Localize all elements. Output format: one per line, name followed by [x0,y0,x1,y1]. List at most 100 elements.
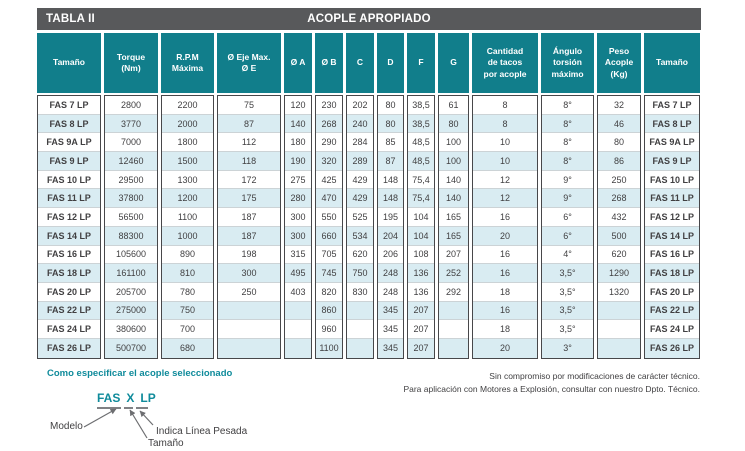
table-cell: 425 [316,171,342,190]
table-cell: FAS 24 LP [645,320,699,339]
table-cell: 680 [162,338,213,358]
table-cell: 187 [218,226,280,246]
table-cell: 300 [218,264,280,283]
label-indica-linea-pesada: Indica Línea Pesada [156,426,248,437]
table-cell: 207 [408,338,434,358]
table-cell: 20 [473,338,537,358]
table-cell [218,320,280,339]
table-cell: 75,4 [408,189,434,209]
table-cell: 140 [439,171,468,190]
table-cell: 87 [378,152,403,171]
table-cell: 190 [285,152,311,171]
table-cell: 705 [316,246,342,265]
table-cell: 105600 [105,246,157,265]
table-cell [285,320,311,339]
table-cell: 250 [598,171,640,190]
column-header: Ø B [315,33,343,93]
table-column: Ø Eje Max. Ø E 75 87 112 118 172 175 187 187 198 3… [217,33,281,359]
column-cells: 2800 3770 7000 12460 29500 37800 56500 88300 105… [104,95,158,359]
table-cell: 1200 [162,189,213,209]
table-cell: 61 [439,96,468,115]
column-cells: FAS 7 LP FAS 8 LP FAS 9A LP FAS 9 LP FAS 10 … [37,95,101,359]
table-cell: 32 [598,96,640,115]
table-cell: 470 [316,189,342,209]
code-line: LP [140,391,156,405]
table-cell: 140 [285,114,311,134]
column-cells: 75 87 112 118 172 175 187 187 198 300 250 [217,95,281,359]
table-cell: 100 [439,133,468,153]
table-cell: 620 [347,246,373,265]
column-cells: 80 80 85 87 148 148 195 204 206 248 248 345 345 345 [377,95,404,359]
table-cell: 810 [162,264,213,283]
table-number-label: TABLA II [46,13,95,25]
table-cell: 6° [542,226,593,246]
table-cell: FAS 9A LP [645,133,699,153]
table-cell: 315 [285,246,311,265]
table-cell: 345 [378,301,403,321]
column-header: D [377,33,404,93]
table-cell: FAS 24 LP [38,320,100,339]
label-tamano: Tamaño [148,438,184,449]
table-cell: 120 [285,96,311,115]
table-cell: FAS 18 LP [38,264,100,283]
table-cell: 104 [408,226,434,246]
table-cell: 20 [473,226,537,246]
column-cells: 32 46 80 86 250 268 432 500 620 1290 1320 [597,95,641,359]
table-cell: 2000 [162,114,213,134]
table-cell: 207 [408,301,434,321]
table-cell: 280 [285,189,311,209]
table-cell [598,301,640,321]
table-cell: 88300 [105,226,157,246]
column-cells: 230 268 290 320 425 470 550 660 705 745 820 860 960 1… [315,95,343,359]
table-cell: 1300 [162,171,213,190]
table-cell: 525 [347,208,373,227]
table-cell: 960 [316,320,342,339]
table-cell: 172 [218,171,280,190]
table-cell: 290 [316,133,342,153]
table-cell: 118 [218,152,280,171]
table-cell: 275 [285,171,311,190]
table-cell: 10 [473,152,537,171]
table-cell: 230 [316,96,342,115]
table-cell: 345 [378,338,403,358]
table-cell: 148 [378,171,403,190]
table-cell: FAS 18 LP [645,264,699,283]
column-header: Ángulo torsión máximo [541,33,594,93]
table-cell: 207 [439,246,468,265]
table-cell: 198 [218,246,280,265]
column-cells: 61 80 100 100 140 140 165 165 207 252 292 [438,95,469,359]
table-cell: 250 [218,283,280,302]
underline-size [124,407,133,409]
table-title: ACOPLE APROPIADO [307,13,431,25]
table-cell: 248 [378,283,403,302]
table-cell: 9° [542,171,593,190]
table-column: Cantidad de tacos por acople 8 8 10 10 12 12 16… [472,33,538,359]
table-cell: 268 [598,189,640,209]
acople-table: TABLA II ACOPLE APROPIADO Tamaño FAS 7 LP… [37,8,701,359]
table-cell: 289 [347,152,373,171]
table-cell: FAS 7 LP [645,96,699,115]
table-cell: FAS 22 LP [38,301,100,321]
table-cell: 187 [218,208,280,227]
table-cell: 3,5° [542,320,593,339]
table-cell: 780 [162,283,213,302]
table-cell: 700 [162,320,213,339]
table-cell: FAS 8 LP [38,114,100,134]
table-cell: 80 [378,114,403,134]
table-cell: 240 [347,114,373,134]
table-cell: 100 [439,152,468,171]
table-cell: 1500 [162,152,213,171]
table-cell: 12460 [105,152,157,171]
table-cell: 207 [408,320,434,339]
column-header: F [407,33,435,93]
table-column: R.P.M Máxima 2200 2000 1800 1500 1300 1200 1100… [161,33,214,359]
table-cell: FAS 20 LP [645,283,699,302]
table-cell: 620 [598,246,640,265]
column-header: Ø A [284,33,312,93]
table-cell: FAS 12 LP [645,208,699,227]
column-header: Cantidad de tacos por acople [472,33,538,93]
table-cell [285,338,311,358]
table-cell: 2200 [162,96,213,115]
table-cell: 56500 [105,208,157,227]
table-cell [439,301,468,321]
